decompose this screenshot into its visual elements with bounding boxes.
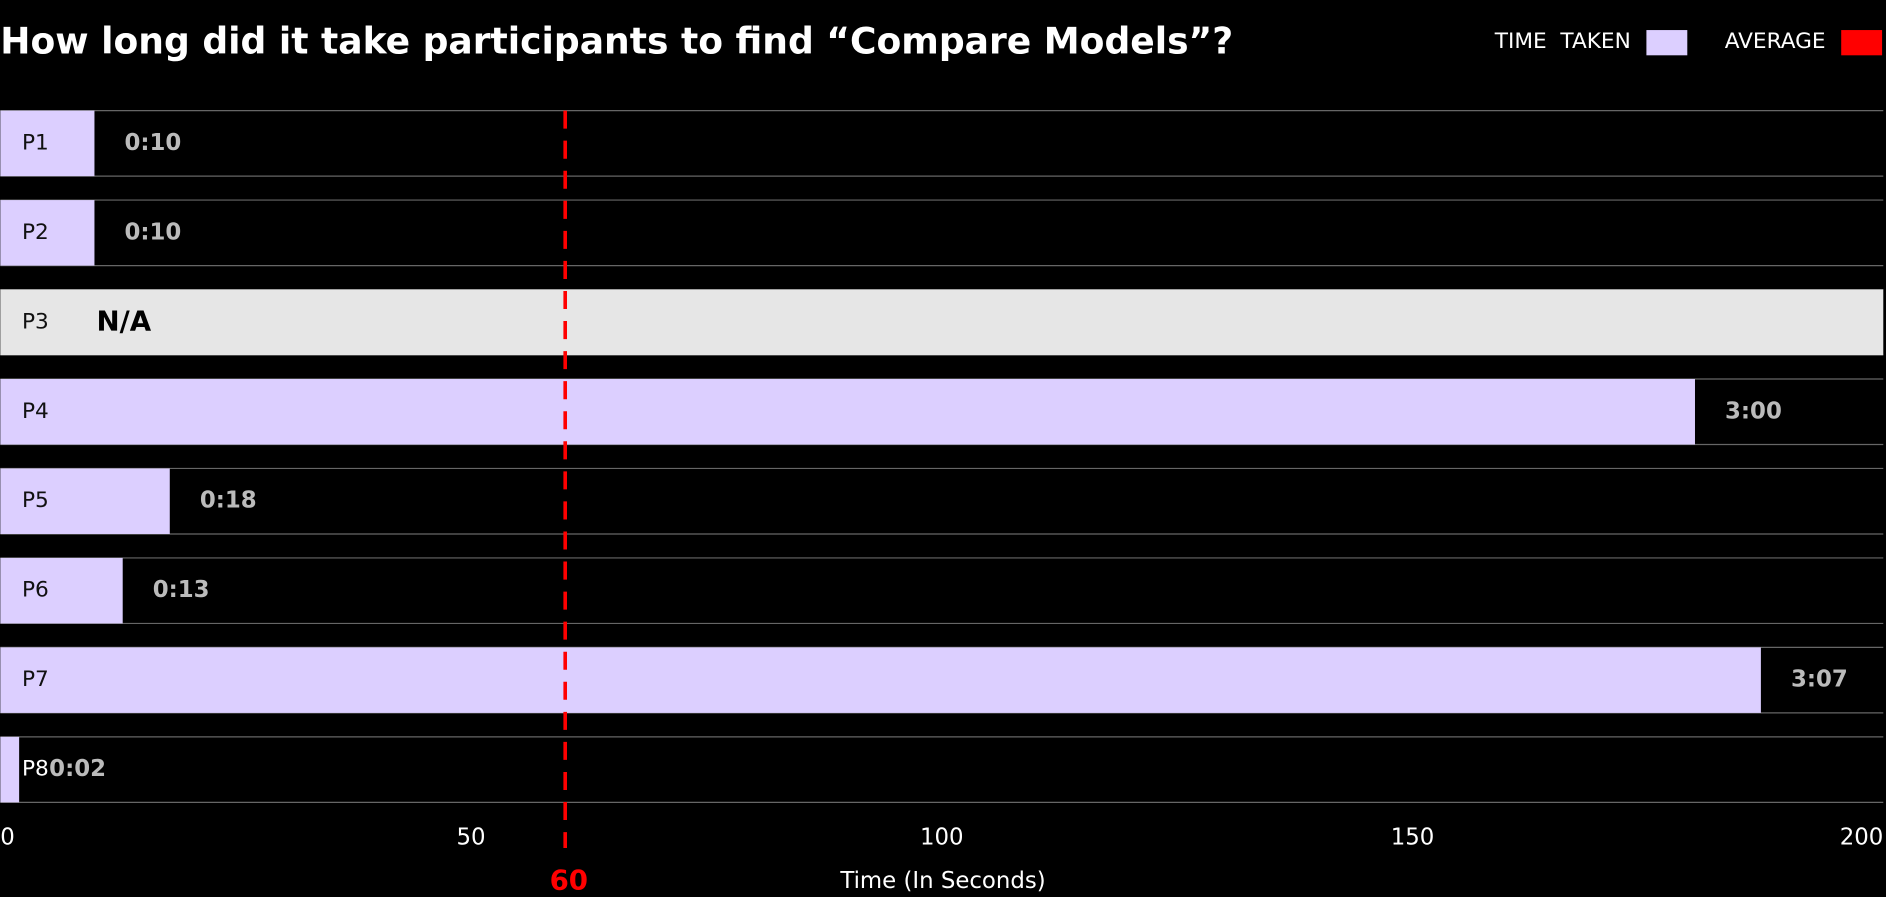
value-label: 0:02 (49, 756, 106, 782)
average-label: 60 (550, 863, 588, 896)
bar (0, 379, 1695, 445)
category-label: P6 (22, 578, 49, 603)
value-label: 0:18 (200, 488, 257, 514)
x-axis-title: Time (In Seconds) (839, 868, 1045, 894)
category-label: P2 (22, 220, 49, 245)
category-label: P5 (22, 488, 49, 513)
value-label: 0:10 (125, 130, 182, 156)
bar (0, 110, 95, 177)
value-label: 3:07 (1791, 667, 1848, 693)
value-label: N/A (97, 304, 152, 337)
legend-label: TIME TAKEN (1494, 29, 1631, 54)
category-label: P3 (22, 309, 49, 334)
bar (0, 736, 20, 803)
category-label: P4 (22, 399, 49, 424)
x-tick-label: 0 (0, 825, 15, 851)
na-row (0, 289, 1884, 356)
legend-swatch (1841, 30, 1883, 56)
x-tick-label: 200 (1840, 825, 1884, 851)
chart-title: How long did it take participants to fin… (0, 20, 1233, 62)
bar (0, 647, 1761, 713)
legend-label: AVERAGE (1725, 29, 1826, 54)
x-tick-label: 50 (457, 825, 486, 851)
bar (0, 557, 123, 624)
category-label: P1 (22, 130, 49, 155)
value-label: 3:00 (1725, 398, 1782, 424)
value-label: 0:13 (153, 577, 210, 603)
x-tick-label: 150 (1391, 825, 1435, 851)
bar (0, 200, 95, 266)
category-label: P7 (22, 667, 49, 692)
bar (0, 468, 170, 534)
x-tick-label: 100 (920, 825, 964, 851)
category-label: P8 (22, 757, 49, 782)
legend-swatch (1646, 30, 1688, 56)
value-label: 0:10 (125, 219, 182, 245)
